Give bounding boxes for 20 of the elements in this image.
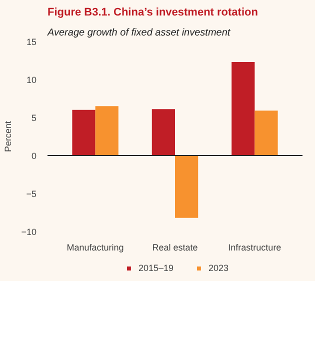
bar <box>152 109 175 156</box>
y-tick-label: 15 <box>26 37 37 47</box>
bar <box>175 156 198 218</box>
chart-title: Figure B3.1. China’s investment rotation <box>48 6 258 18</box>
x-tick-label: Infrastructure <box>228 242 282 252</box>
y-tick-label: −5 <box>26 189 37 199</box>
y-tick-label: −10 <box>21 227 37 237</box>
y-tick-label: 10 <box>26 75 37 85</box>
bar <box>95 106 118 156</box>
y-tick-label: 5 <box>31 113 37 123</box>
legend-label: 2015–19 <box>138 263 174 273</box>
x-tick-label: Real estate <box>152 242 198 252</box>
y-axis-title: Percent <box>3 120 14 152</box>
chart-subtitle: Average growth of fixed asset investment <box>46 28 232 38</box>
legend-label: 2023 <box>208 263 229 273</box>
bar <box>232 62 255 156</box>
bar <box>72 110 96 156</box>
x-tick-label: Manufacturing <box>66 242 124 252</box>
y-tick-label: 0 <box>31 151 37 161</box>
bar <box>254 110 278 156</box>
